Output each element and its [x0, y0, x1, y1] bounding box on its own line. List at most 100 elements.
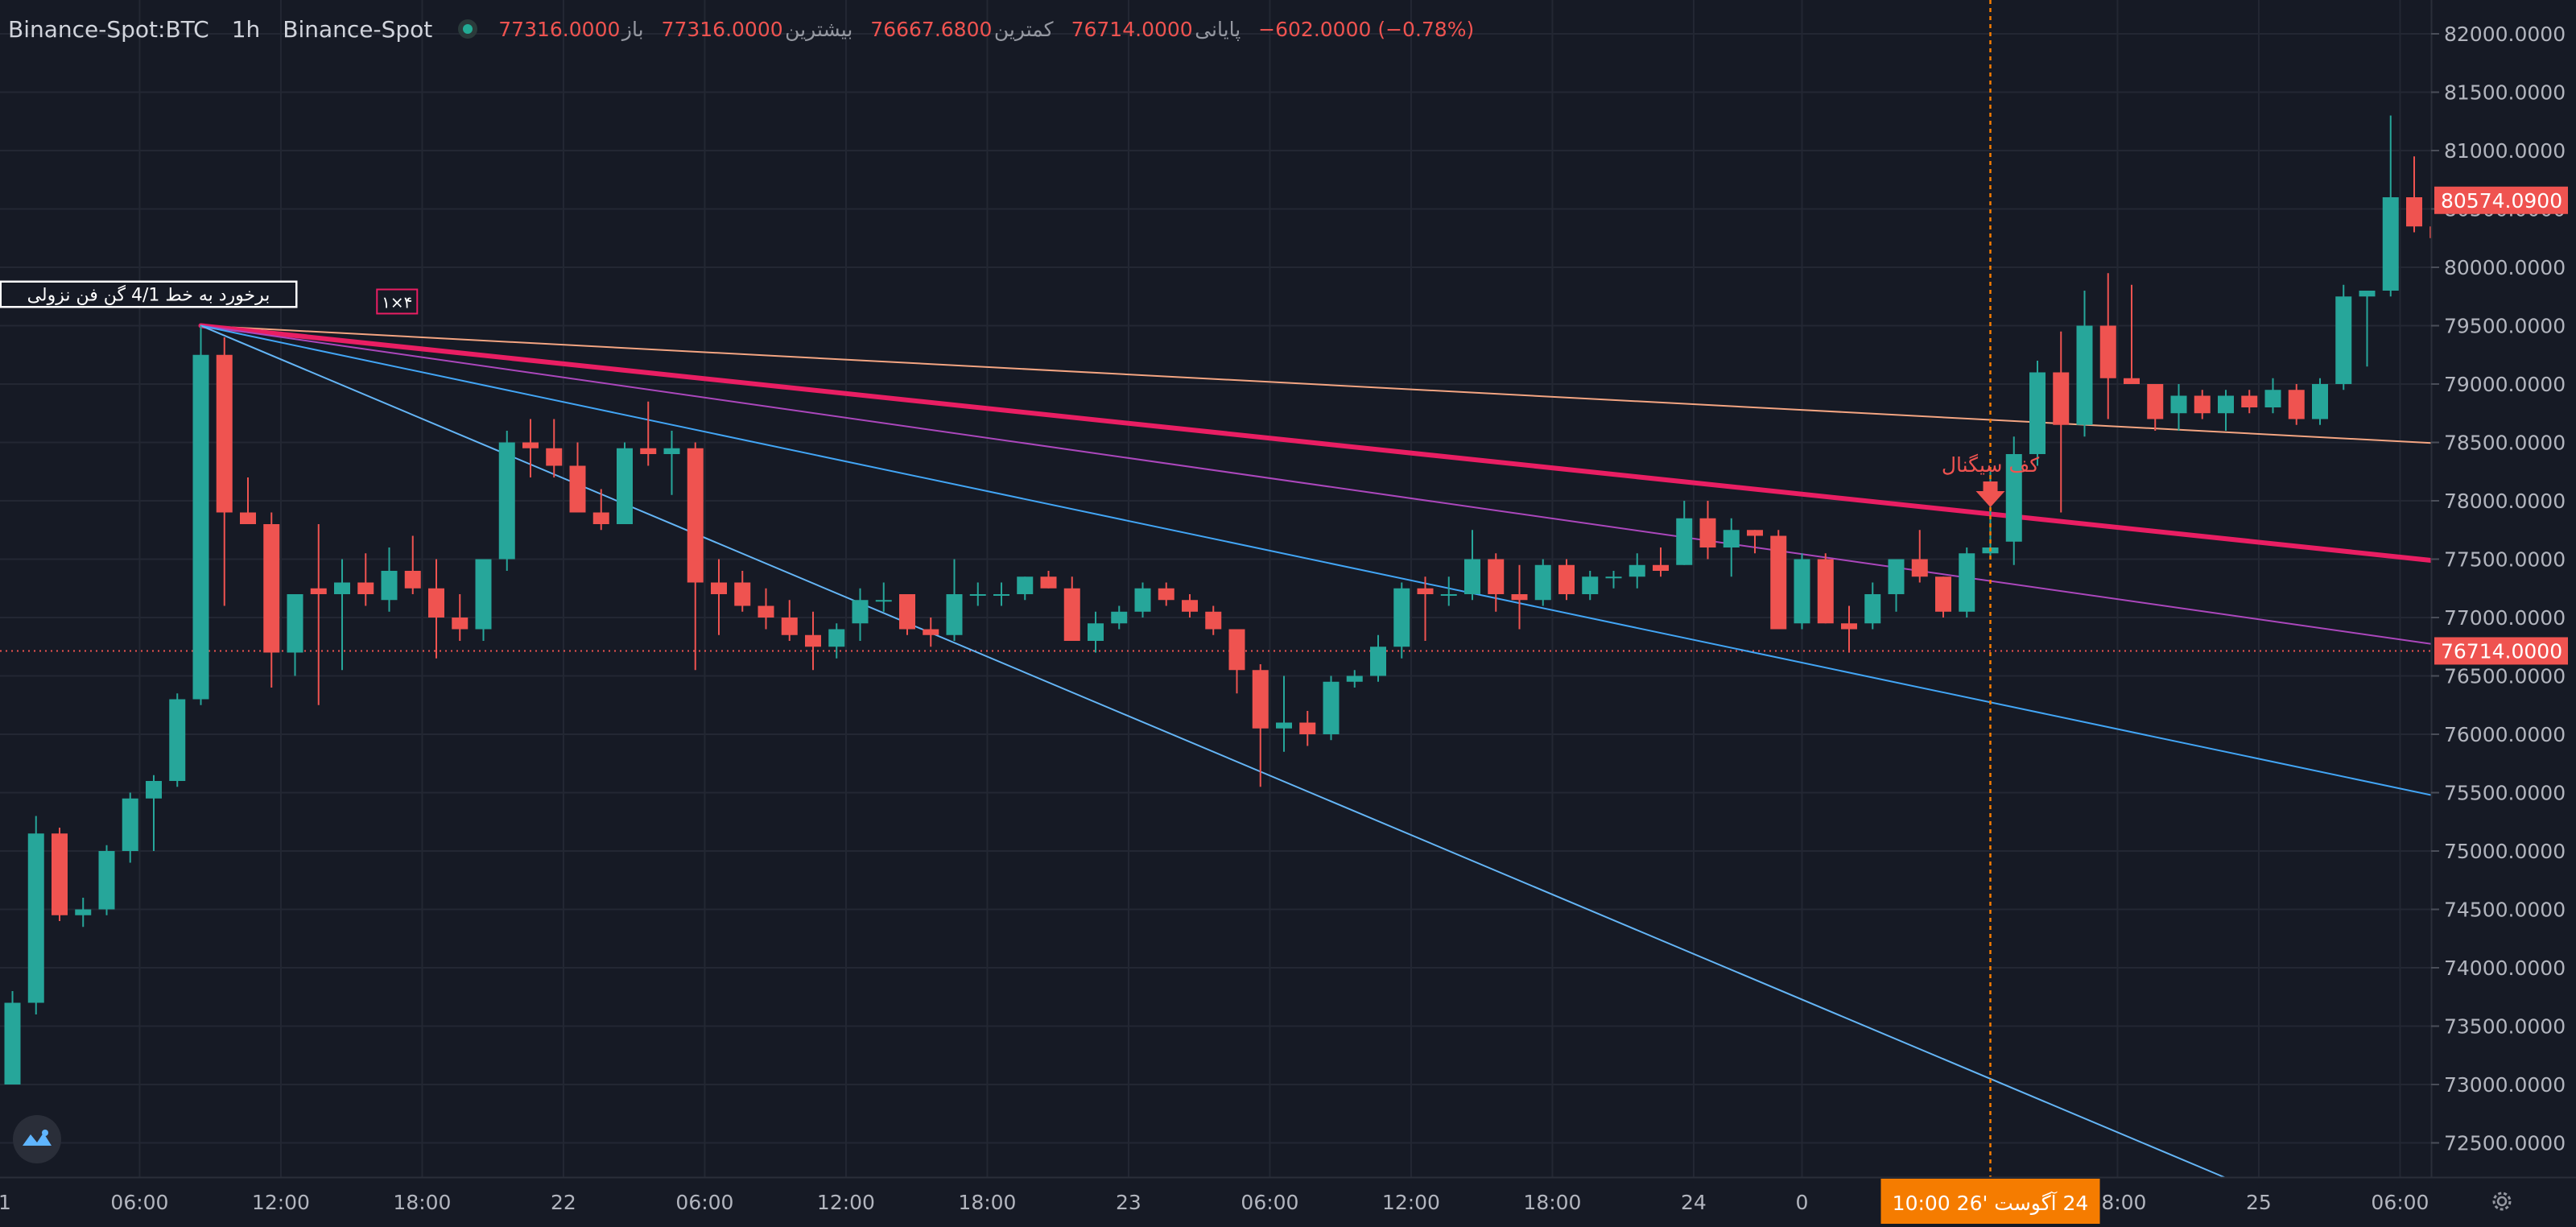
ohlc-open-value: 77316.0000 — [498, 17, 621, 41]
candle-down — [2406, 156, 2422, 233]
candle-body — [1794, 559, 1810, 624]
price-tick-label: 79500.0000 — [2444, 315, 2566, 338]
candle-down — [1063, 576, 1080, 641]
candle-up — [663, 431, 680, 495]
candle-body — [1252, 670, 1269, 729]
candle-body — [1370, 647, 1386, 676]
candle-body — [1417, 588, 1434, 594]
candle-body — [2312, 384, 2328, 419]
gear-glyph — [2492, 1192, 2512, 1211]
ohlc-close-value: 76714.0000 — [1071, 17, 1193, 41]
candle-body — [75, 909, 92, 915]
candle-body — [687, 448, 704, 583]
candle-down — [263, 512, 280, 688]
price-tick-label: 73500.0000 — [2444, 1015, 2566, 1039]
gear-icon[interactable] — [2487, 1187, 2516, 1216]
candle-body — [122, 798, 138, 851]
candle-down — [1205, 605, 1222, 635]
candle-body — [1017, 576, 1034, 594]
candle-up — [1464, 530, 1480, 601]
candle-up — [1676, 501, 1693, 565]
candle-up — [381, 547, 398, 612]
candle-up — [1346, 670, 1363, 688]
candle-body — [381, 571, 398, 601]
candle-down — [546, 419, 563, 477]
candle-up — [169, 693, 186, 787]
candle-down — [1511, 564, 1528, 630]
candle-body — [2218, 395, 2234, 414]
price-tick-label: 76500.0000 — [2444, 665, 2566, 688]
candle-body — [969, 594, 986, 596]
last-price-tag: 80574.0900 — [2441, 189, 2562, 213]
candle-body — [522, 442, 539, 448]
gann-fan — [198, 323, 2511, 1179]
time-tick-label: 12:00 — [252, 1191, 310, 1214]
candle-up — [334, 559, 350, 671]
candle-up — [27, 816, 44, 1014]
candle-down — [758, 588, 774, 630]
candle-down — [52, 828, 68, 921]
candle-down — [687, 442, 704, 671]
candle-body — [27, 833, 44, 1003]
candle-body — [1228, 629, 1245, 671]
candle-body — [498, 442, 515, 560]
price-tick-label: 74500.0000 — [2444, 899, 2566, 922]
candle-body — [2053, 372, 2070, 425]
price-tick-label: 72500.0000 — [2444, 1132, 2566, 1155]
candle-body — [4, 1002, 21, 1084]
candle-body — [2147, 384, 2164, 419]
candle-body — [1888, 559, 1905, 594]
ohlc-change: −602.0000 (−0.78%) — [1258, 17, 1475, 41]
candle-up — [1888, 559, 1905, 612]
candle-body — [1088, 623, 1104, 641]
candle-down — [2124, 284, 2140, 384]
candle-down — [592, 489, 609, 531]
candle-down — [1417, 576, 1434, 641]
candle-body — [1653, 564, 1669, 571]
candle-up — [1629, 553, 1645, 589]
candle-body — [1464, 559, 1480, 594]
candle-up — [1088, 611, 1104, 653]
candle-body — [1111, 611, 1128, 624]
price-tick-label: 81500.0000 — [2444, 81, 2566, 105]
price-tick-label: 79000.0000 — [2444, 373, 2566, 396]
candle-body — [1817, 559, 1834, 624]
candle-down — [640, 401, 657, 466]
candle-body — [216, 354, 233, 513]
fan-line-blue — [200, 324, 2509, 812]
candle-body — [781, 618, 798, 635]
candle-up — [1370, 634, 1386, 682]
candle-down — [1911, 530, 1928, 583]
candle-down — [428, 559, 444, 659]
tradingview-logo-icon[interactable] — [13, 1115, 61, 1163]
candle-body — [52, 833, 68, 915]
interval-label[interactable]: 1h — [231, 15, 261, 43]
ohlc-low-label: کمترین — [993, 17, 1054, 41]
candle-body — [1676, 518, 1693, 565]
candle-body — [1040, 576, 1057, 589]
candle-up — [1017, 576, 1034, 601]
time-tick-label: 18:00 — [1523, 1191, 1581, 1214]
candle-body — [1158, 588, 1174, 601]
candle-down — [1770, 530, 1787, 630]
candle-down — [216, 337, 233, 606]
candle-up — [1111, 605, 1128, 630]
candle-up — [1605, 571, 1622, 589]
tradingview-logo-glyph — [23, 1130, 52, 1146]
candle-down — [1182, 594, 1198, 618]
candle-body — [734, 582, 751, 606]
candle-up — [287, 594, 303, 676]
candle-body — [1511, 594, 1528, 601]
symbol-name[interactable]: Binance-Spot:BTC — [8, 15, 209, 43]
candle-down — [1653, 547, 1669, 577]
time-tick-label: 23 — [1116, 1191, 1141, 1214]
price-tick-label: 81000.0000 — [2444, 139, 2566, 163]
candle-up — [2359, 291, 2376, 367]
candle-body — [240, 512, 256, 524]
candle-down — [781, 600, 798, 641]
price-tick-label: 75000.0000 — [2444, 840, 2566, 863]
ohlc-low: کمترین 76667.6800 — [870, 18, 1053, 41]
price-tick-label: 74000.0000 — [2444, 956, 2566, 980]
